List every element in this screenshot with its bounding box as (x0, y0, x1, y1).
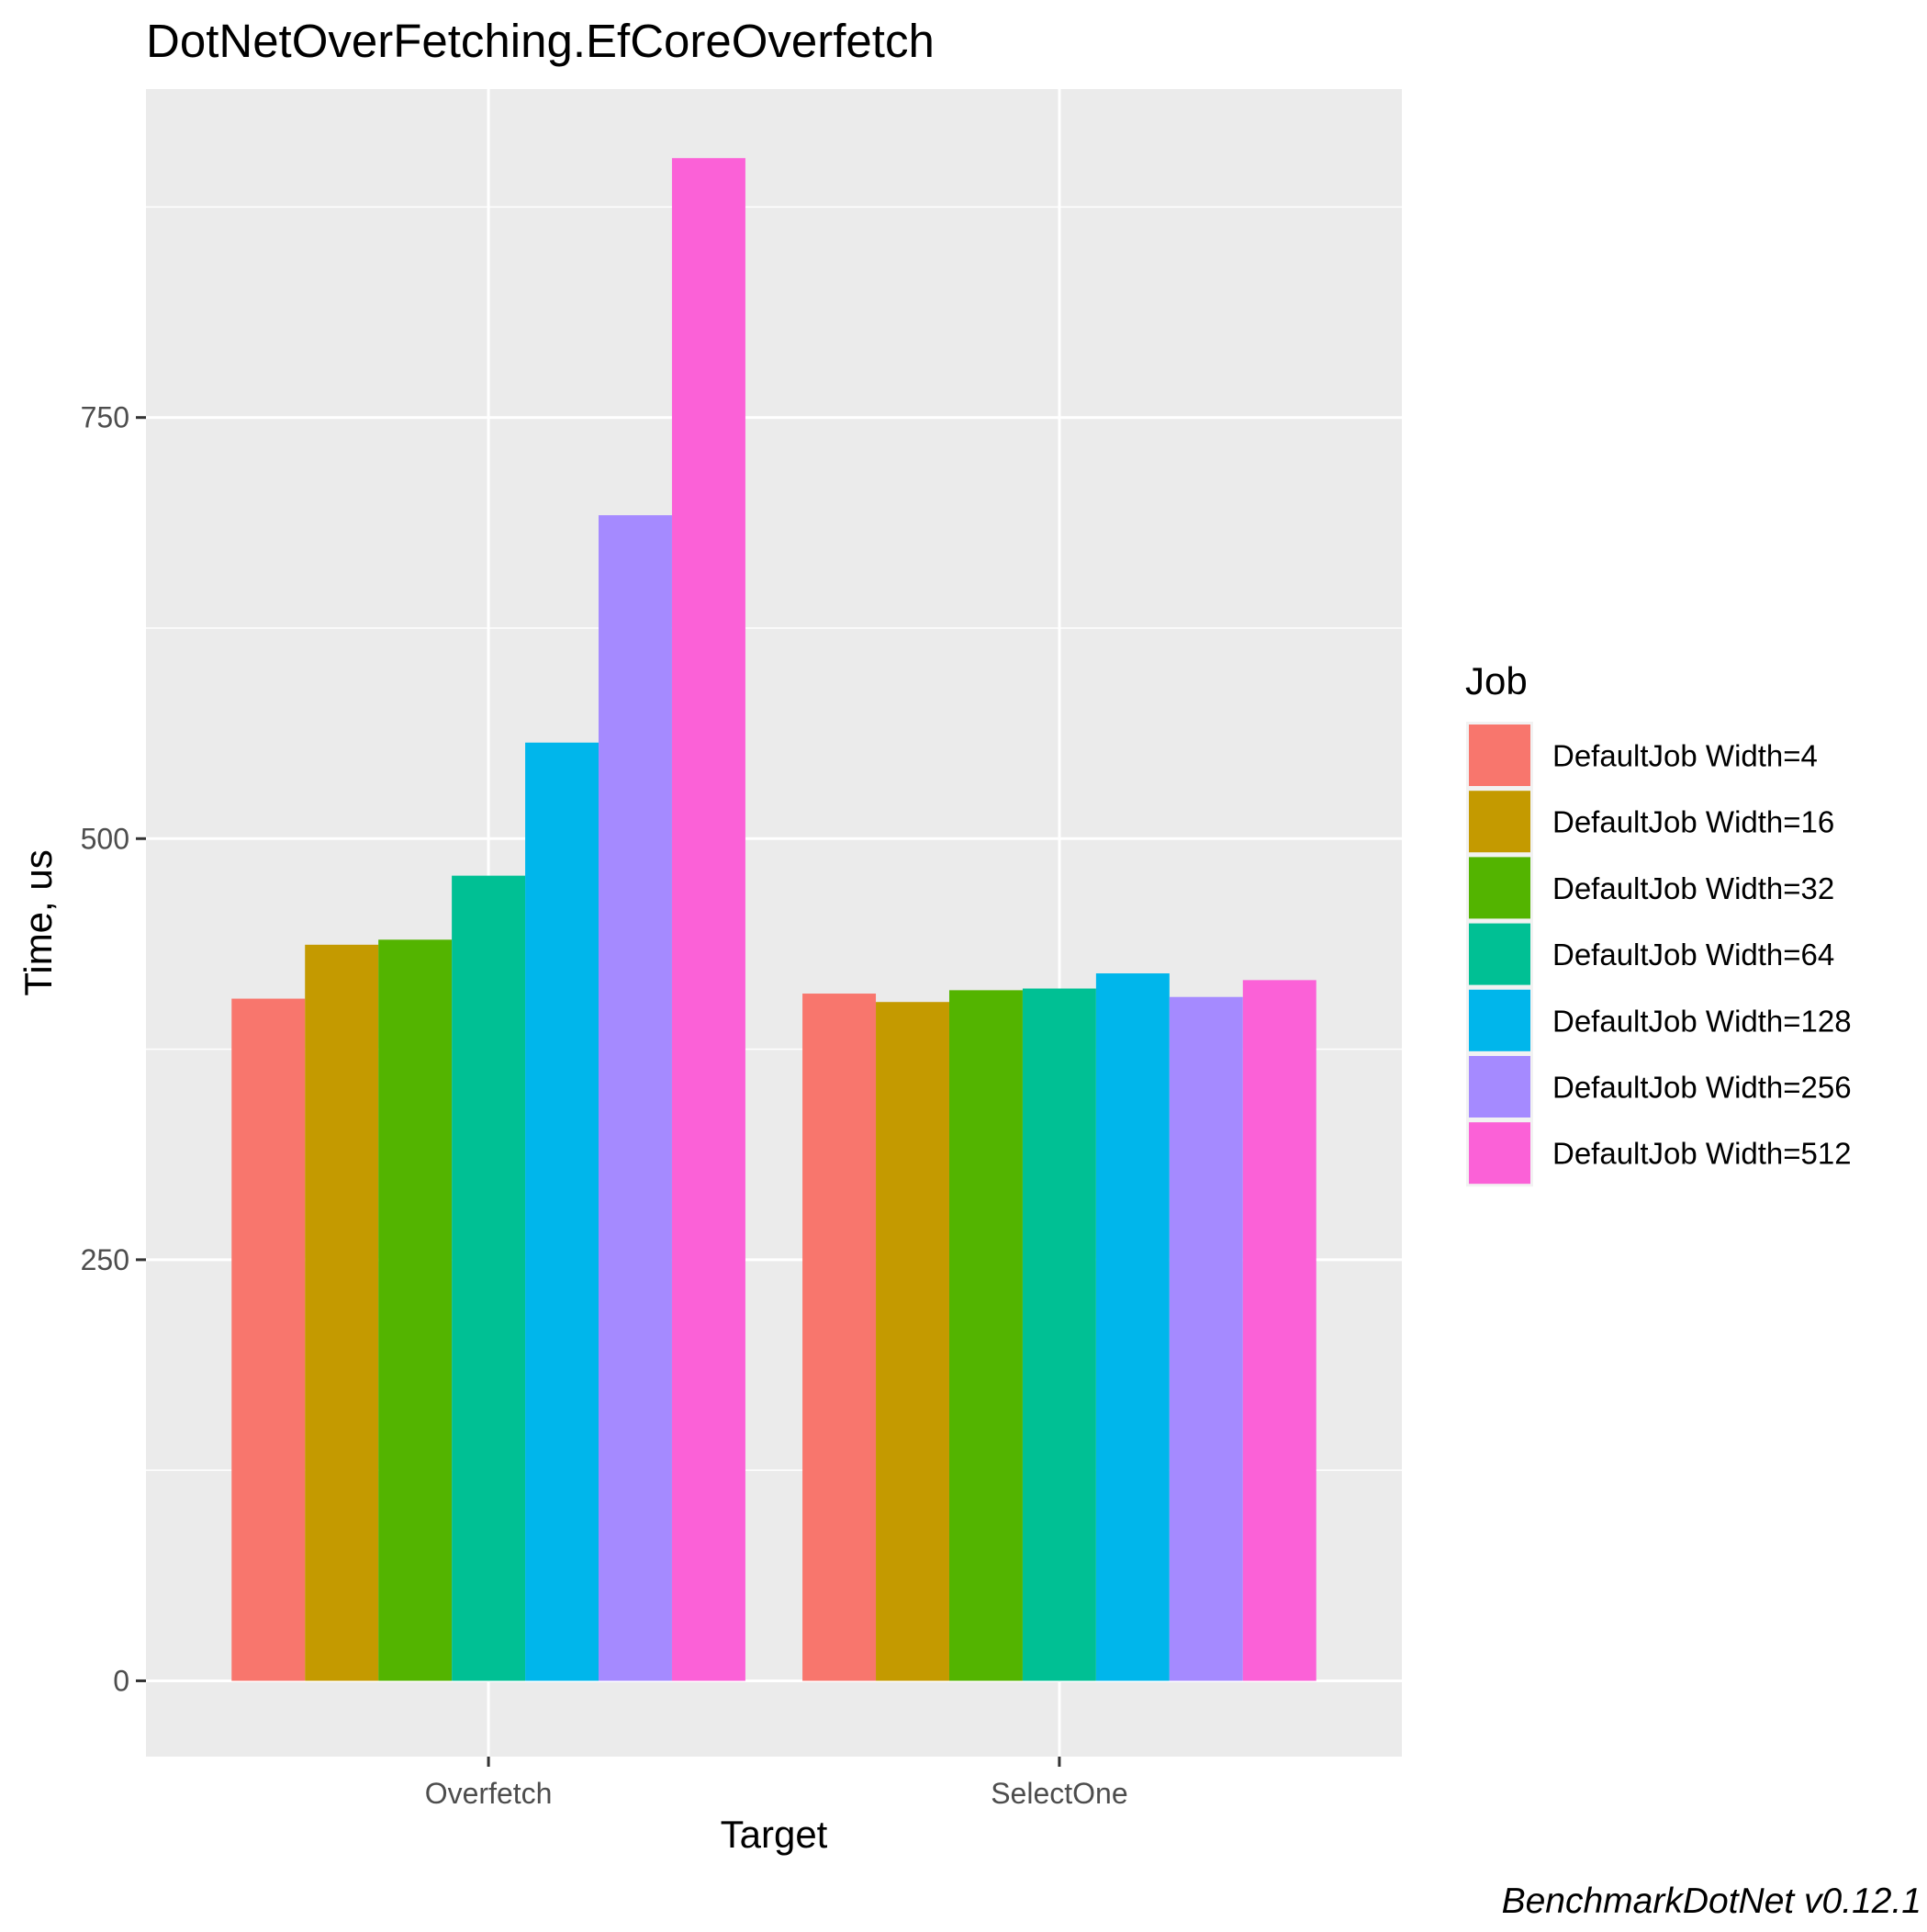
legend-label: DefaultJob Width=256 (1552, 1071, 1852, 1105)
bar (525, 742, 599, 1681)
bar (1169, 996, 1243, 1681)
axes: 0 250 500 750 Overfetch SelectOne (81, 401, 1128, 1810)
y-tick-label: 750 (81, 401, 129, 434)
x-tick-label: SelectOne (991, 1777, 1127, 1810)
caption: BenchmarkDotNet v0.12.1 (1502, 1881, 1921, 1921)
legend-key (1469, 989, 1530, 1051)
bar (231, 998, 306, 1681)
bar (948, 990, 1023, 1681)
x-tick-label: Overfetch (425, 1777, 553, 1810)
bar (876, 1002, 949, 1681)
y-axis-title: Time, us (17, 849, 60, 995)
bar (1022, 988, 1096, 1681)
legend-key (1469, 724, 1530, 786)
legend-label: DefaultJob Width=512 (1552, 1137, 1852, 1171)
legend-label: DefaultJob Width=16 (1552, 805, 1834, 839)
legend-label: DefaultJob Width=64 (1552, 938, 1834, 972)
legend-key (1469, 1122, 1530, 1185)
legend-key (1469, 923, 1530, 985)
legend-key (1469, 791, 1530, 853)
legend: Job DefaultJob Width=4 DefaultJob Width=1… (1465, 659, 1852, 1187)
bar (452, 875, 526, 1681)
chart-title: DotNetOverFetching.EfCoreOverfetch (146, 15, 935, 67)
legend-key (1469, 857, 1530, 919)
legend-label: DefaultJob Width=32 (1552, 871, 1834, 905)
y-tick-label: 250 (81, 1243, 129, 1276)
legend-label: DefaultJob Width=4 (1552, 739, 1818, 773)
legend-label: DefaultJob Width=128 (1552, 1004, 1852, 1038)
bar (1095, 973, 1170, 1681)
bars (231, 158, 1316, 1681)
legend-key (1469, 1056, 1530, 1118)
bar (599, 515, 672, 1681)
y-tick-label: 0 (113, 1664, 129, 1697)
bar (671, 158, 745, 1681)
bar (305, 944, 379, 1681)
legend-title: Job (1465, 659, 1528, 702)
bar (378, 939, 453, 1681)
bar (802, 994, 877, 1681)
bar (1242, 980, 1316, 1681)
y-tick-label: 500 (81, 822, 129, 855)
x-axis-title: Target (721, 1813, 828, 1856)
